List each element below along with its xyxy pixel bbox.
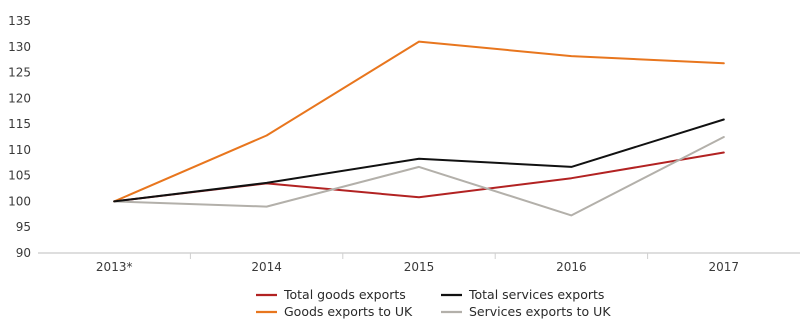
y-tick-label: 95 [16,220,31,234]
y-tick-label: 130 [8,40,31,54]
y-tick-label: 110 [8,143,31,157]
series-lines [113,40,725,217]
y-tick-label: 120 [8,91,31,105]
y-tick-label: 125 [8,66,31,80]
series-line-goods-exports-to-uk [113,40,725,203]
x-tick-label: 2015 [404,260,435,274]
series-line-total-goods-exports [113,151,725,203]
x-axis [38,252,800,259]
y-tick-label: 90 [16,246,31,260]
x-tick-label: 2017 [709,260,740,274]
y-tick-label: 105 [8,169,31,183]
x-tick-label: 2013* [96,260,133,274]
x-axis-ticks: 2013* 2014 2015 2016 2017 [96,260,739,274]
legend-label: Services exports to UK [469,304,611,319]
y-tick-label: 100 [8,194,31,208]
legend: Total goods exports Total services export… [256,287,611,319]
legend-label: Goods exports to UK [284,304,413,319]
series-line-services-exports-to-uk [113,136,725,217]
y-tick-label: 135 [8,14,31,28]
series-line-total-services-exports [113,118,725,203]
legend-label: Total goods exports [283,287,406,302]
legend-label: Total services exports [468,287,604,302]
x-tick-label: 2016 [556,260,587,274]
y-axis-ticks: 90 95 100 105 110 115 120 125 130 135 [8,14,31,260]
y-tick-label: 115 [8,117,31,131]
x-tick-label: 2014 [251,260,282,274]
